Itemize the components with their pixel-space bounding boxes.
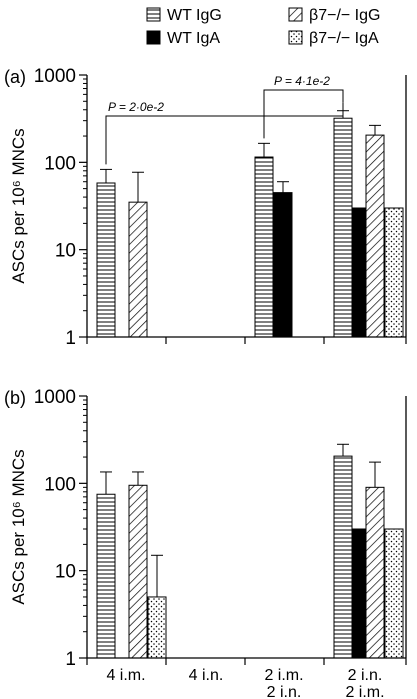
panel-a-bar-wt-iga-g2 (273, 192, 293, 338)
panel-a-y-tick-label: 1000 (34, 66, 76, 87)
panel-a-bar-wt-igg-g3 (333, 117, 353, 338)
legend-label-b7-igg: β7−/− IgG (309, 7, 380, 24)
panel-b-bar-b7-iga-g0 (147, 596, 167, 659)
category-label-3-line-1: 2 i.m. (345, 684, 384, 699)
panel-b-y-tick-label: 1000 (34, 387, 76, 408)
legend-swatch-b7-iga (288, 30, 303, 45)
category-label-0-line-0: 4 i.m. (106, 667, 145, 684)
panel-a-y-tick-label: 10 (55, 241, 76, 262)
panel-a-panel-letter: (a) (4, 67, 26, 87)
legend-item-b7-iga: β7−/− IgA (288, 30, 379, 47)
legend-label-b7-iga: β7−/− IgA (309, 30, 379, 47)
legend-swatch-wt-iga (146, 30, 161, 45)
legend-swatch-b7-igg (288, 7, 303, 22)
panel-b-panel-letter: (b) (4, 388, 26, 408)
panel-b-y-tick-label: 10 (55, 562, 76, 583)
legend-swatch-wt-igg (146, 7, 161, 22)
panel-b-bar-wt-igg-g3 (333, 455, 353, 659)
panel-a-chart: 1 10 100 1000 ASCs per 10⁶ MNCs (a) P = 2·0e-2… (4, 66, 407, 349)
category-label-2-line-1: 2 i.n. (267, 684, 302, 699)
panel-b-bar-b7-iga-g3 (384, 528, 404, 659)
legend-item-wt-igg: WT IgG (146, 7, 222, 24)
panel-b-bar-b7-igg-g3 (365, 486, 385, 659)
legend-label-wt-igg: WT IgG (167, 7, 222, 24)
category-label-3-line-0: 2 i.n. (348, 667, 383, 684)
category-label-1-line-0: 4 i.n. (189, 667, 224, 684)
panel-a-bar-b7-igg-g0 (128, 201, 148, 338)
panel-b-bar-b7-igg-g0 (128, 484, 148, 659)
legend-label-wt-iga: WT IgA (167, 30, 220, 47)
panel-a-significance-bracket-0 (105, 102, 344, 165)
legend-item-wt-iga: WT IgA (146, 30, 220, 47)
legend: WT IgG β7−/− IgG WT IgA β7−/− IgA (146, 7, 380, 47)
panel-a-bar-b7-igg-g3 (365, 134, 385, 338)
panel-a-bar-wt-igg-g0 (96, 182, 116, 338)
panel-b-y-tick-label: 1 (65, 649, 76, 670)
panel-a-bar-wt-igg-g2 (254, 156, 274, 338)
category-label-2-line-0: 2 i.m. (264, 667, 303, 684)
panel-b-chart: 1 10 100 1000 ASCs per 10⁶ MNCs (b) 4 i.m. 4 i.… (4, 387, 407, 699)
panel-a-y-tick-label: 100 (44, 153, 76, 174)
panel-b-y-axis-label: ASCs per 10⁶ MNCs (9, 449, 28, 604)
panel-a-significance-bracket-1 (263, 89, 344, 139)
panel-b-y-tick-label: 100 (44, 474, 76, 495)
panel-a-p-value-0: P = 2·0e-2 (108, 100, 164, 114)
panel-a-p-value-1: P = 4·1e-2 (274, 74, 330, 88)
panel-a-y-axis-label: ASCs per 10⁶ MNCs (9, 128, 28, 283)
legend-item-b7-igg: β7−/− IgG (288, 7, 380, 24)
panel-b-bar-wt-igg-g0 (96, 493, 116, 659)
panel-a-bar-b7-iga-g3 (384, 207, 404, 338)
panel-a-y-tick-label: 1 (65, 328, 76, 349)
